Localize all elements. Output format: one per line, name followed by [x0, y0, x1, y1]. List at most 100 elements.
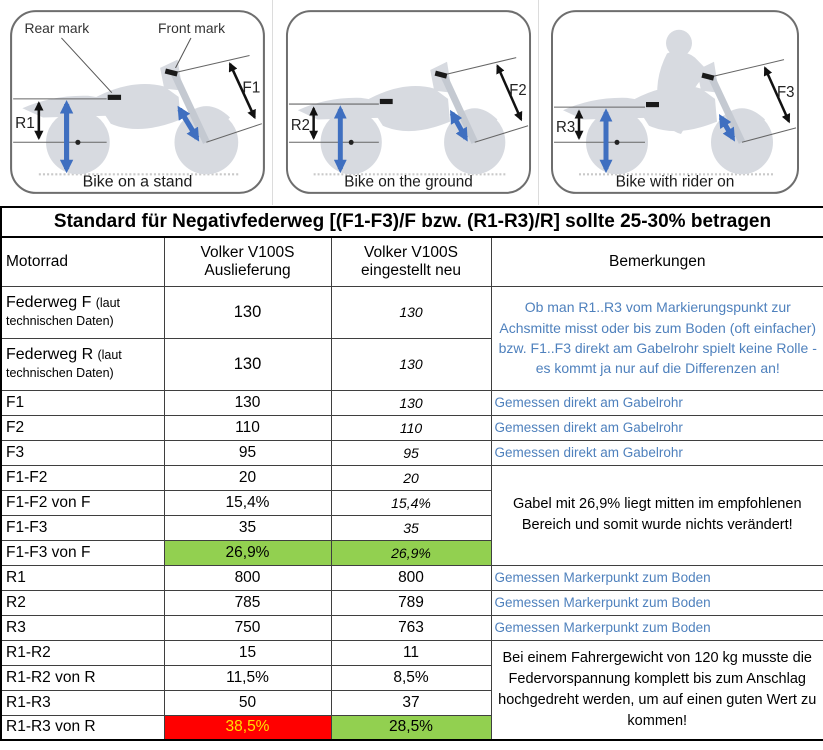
cell-r1-label: R1 — [0, 564, 165, 591]
header-motorrad: Motorrad — [0, 236, 165, 287]
cell-f1f3-label: F1-F3 — [0, 514, 165, 541]
reference-lines — [554, 59, 797, 143]
cell-r1r2-adjusted: 11 — [330, 639, 492, 666]
cell-f1-label: F1 — [0, 389, 165, 416]
diagram-bike-on-ground: R2 F2 Bike on the ground — [285, 10, 531, 194]
table-row: F2 110 110 Gemessen direkt am Gabelrohr — [0, 414, 823, 441]
page-title: Standard für Negativfederweg [(F1-F3)/F … — [0, 206, 823, 238]
f1-measure-arrow — [228, 62, 256, 120]
rear-mark-dash — [107, 94, 122, 100]
cell-f3-adjusted: 95 — [330, 439, 492, 466]
cell-r1r3-delivered: 50 — [163, 689, 332, 716]
cell-r1-delivered: 800 — [163, 564, 332, 591]
cell-f1f3-delivered: 35 — [163, 514, 332, 541]
grid-divider — [272, 0, 273, 205]
panel-caption: Bike on the ground — [344, 173, 472, 190]
table-row: Federweg F (laut technischen Daten) 130 … — [0, 285, 823, 391]
table-row: R1-R3 50 37 — [0, 689, 823, 716]
cell-r1r3vonr-label: R1-R3 von R — [0, 714, 165, 741]
diagram-bike-on-stand: Rear mark Front mark R1 F1 Bike on a sta… — [10, 10, 265, 194]
sag-table: Standard für Negativfederweg [(F1-F3)/F … — [0, 206, 823, 741]
front-travel-arrow — [718, 114, 736, 142]
f2-measure-arrow — [495, 64, 522, 122]
table-row: R1-R2 von R 11,5% 8,5% — [0, 664, 823, 691]
rear-axle-dot — [614, 139, 620, 145]
cell-federweg-f-delivered: 130 — [163, 285, 332, 339]
r2-label: R2 — [290, 117, 309, 134]
cell-r3-adjusted: 763 — [330, 614, 492, 641]
rear-mark-dash — [379, 98, 393, 105]
note-r2: Gemessen Markerpunkt zum Boden — [490, 589, 823, 616]
header-auslieferung: Volker V100S Auslieferung — [163, 236, 332, 287]
f1-label: F1 — [242, 80, 260, 97]
cell-r1r2vonr-label: R1-R2 von R — [0, 664, 165, 691]
cell-f1f2-label: F1-F2 — [0, 464, 165, 491]
front-mark-dash — [701, 72, 715, 81]
grid-divider — [538, 0, 539, 205]
r3-label: R3 — [556, 119, 575, 136]
table-row: F1-F2 von F 15,4% 15,4% — [0, 489, 823, 516]
header-eingestellt-neu: Volker V100S eingestellt neu — [330, 236, 492, 287]
cell-f2-adjusted: 110 — [330, 414, 492, 441]
cell-f3-delivered: 95 — [163, 439, 332, 466]
f2-label: F2 — [509, 81, 526, 98]
table-row: F1-F3 35 35 — [0, 514, 823, 541]
cell-r1r3vonr-adjusted: 28,5% — [330, 714, 492, 741]
note-rear-result: Bei einem Fahrergewicht von 120 kg musst… — [490, 639, 823, 741]
cell-r1r2vonr-adjusted: 8,5% — [330, 664, 492, 691]
cell-r1r2-label: R1-R2 — [0, 639, 165, 666]
table-row: R1-R2 15 11 Bei einem Fahrergewicht von … — [0, 639, 823, 741]
rear-mark-dash — [646, 102, 659, 108]
cell-f1f3vonf-adjusted: 26,9% — [330, 539, 492, 566]
table-row: F1 130 130 Gemessen direkt am Gabelrohr — [0, 389, 823, 416]
cell-federweg-f-label: Federweg F (laut technischen Daten) — [0, 285, 165, 339]
cell-r1r3vonr-delivered: 38,5% — [163, 714, 332, 741]
cell-federweg-r-label: Federweg R (laut technischen Daten) — [0, 337, 165, 391]
cell-f1f3-adjusted: 35 — [330, 514, 492, 541]
table-title-row: Standard für Negativfederweg [(F1-F3)/F … — [0, 206, 823, 238]
cell-r2-label: R2 — [0, 589, 165, 616]
cell-r1-adjusted: 800 — [330, 564, 492, 591]
note-f3: Gemessen direkt am Gabelrohr — [490, 439, 823, 466]
cell-federweg-r-delivered: 130 — [163, 337, 332, 391]
front-mark-pointer — [175, 37, 192, 69]
cell-r1r3-label: R1-R3 — [0, 689, 165, 716]
cell-f3-label: F3 — [0, 439, 165, 466]
note-measurement-method: Ob man R1..R3 vom Markierungspunkt zur A… — [490, 285, 823, 391]
front-travel-arrow — [177, 105, 200, 142]
table-row: F3 95 95 Gemessen direkt am Gabelrohr — [0, 439, 823, 466]
cell-r1r2vonr-delivered: 11,5% — [163, 664, 332, 691]
cell-f1f3vonf-label: F1-F3 von F — [0, 539, 165, 566]
rear-axle-dot — [75, 139, 81, 145]
cell-f1f2vonf-label: F1-F2 von F — [0, 489, 165, 516]
cell-f1f2vonf-delivered: 15,4% — [163, 489, 332, 516]
cell-r3-delivered: 750 — [163, 614, 332, 641]
cell-f1f2-adjusted: 20 — [330, 464, 492, 491]
cell-f1f3vonf-delivered: 26,9% — [163, 539, 332, 566]
cell-r2-delivered: 785 — [163, 589, 332, 616]
front-mark-dash — [164, 68, 178, 77]
cell-r2-adjusted: 789 — [330, 589, 492, 616]
table-row: R2 785 789 Gemessen Markerpunkt zum Bode… — [0, 589, 823, 616]
header-bemerkungen: Bemerkungen — [490, 236, 823, 287]
cell-f1f2-delivered: 20 — [163, 464, 332, 491]
cell-r1r3-adjusted: 37 — [330, 689, 492, 716]
table-header-row: Motorrad Volker V100S Auslieferung Volke… — [0, 236, 823, 287]
note-r3: Gemessen Markerpunkt zum Boden — [490, 614, 823, 641]
cell-f1-adjusted: 130 — [330, 389, 492, 416]
f3-label: F3 — [777, 84, 794, 101]
cell-r3-label: R3 — [0, 614, 165, 641]
cell-r1r2-delivered: 15 — [163, 639, 332, 666]
table-row: Federweg R (laut technischen Daten) 130 … — [0, 337, 823, 391]
note-r1: Gemessen Markerpunkt zum Boden — [490, 564, 823, 591]
table-row: R1-R3 von R 38,5% 28,5% — [0, 714, 823, 741]
diagram-strip: Rear mark Front mark R1 F1 Bike on a sta… — [0, 0, 823, 206]
panel-caption: Bike with rider on — [616, 173, 735, 190]
cell-f1f2vonf-adjusted: 15,4% — [330, 489, 492, 516]
table-row: R3 750 763 Gemessen Markerpunkt zum Bode… — [0, 614, 823, 641]
table-row: R1 800 800 Gemessen Markerpunkt zum Bode… — [0, 564, 823, 591]
table-row: F1-F3 von F 26,9% 26,9% — [0, 539, 823, 566]
fork-tube — [707, 74, 746, 144]
rear-axle-dot — [348, 139, 354, 145]
r1-label: R1 — [15, 115, 35, 132]
